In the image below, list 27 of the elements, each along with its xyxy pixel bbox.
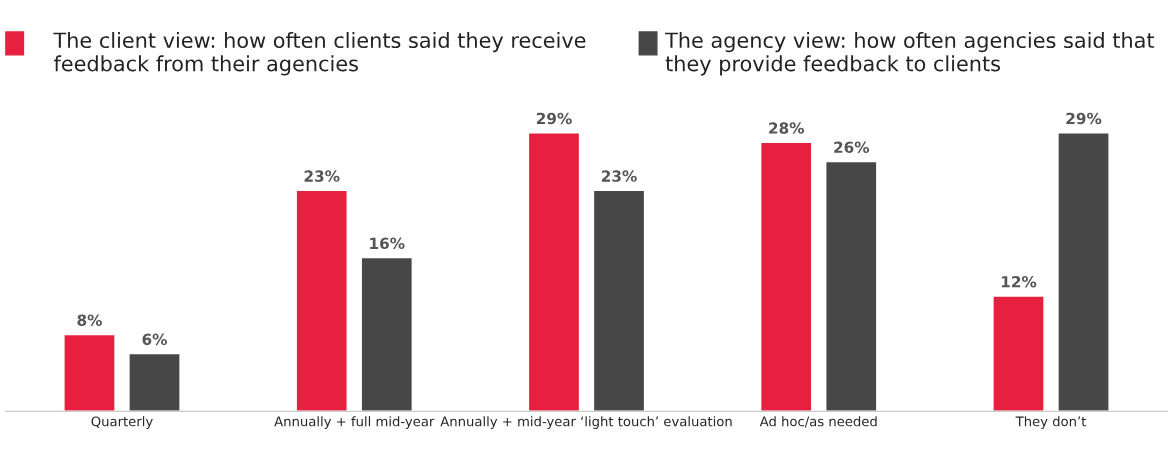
x-tick-label: Annually + mid-year ‘light touch’ evaluation (440, 416, 732, 429)
legend-label: The agency view: how often agencies said that they provide feedback to clients (665, 31, 1155, 76)
data-label: 28% (769, 122, 805, 134)
x-tick-label: Quarterly (91, 416, 153, 429)
data-label: 29% (536, 112, 572, 125)
data-label: 16% (370, 237, 405, 250)
bar (128, 352, 181, 412)
data-label: 23% (304, 170, 340, 182)
data-label: 8% (77, 314, 102, 326)
data-label: 29% (1066, 112, 1102, 125)
data-label: 12% (1001, 275, 1037, 288)
x-tick-label: Ad hoc/as needed (759, 416, 877, 428)
bar (360, 256, 414, 412)
bar (295, 189, 348, 412)
bar (63, 333, 116, 412)
bar (992, 295, 1045, 412)
data-label: 26% (834, 141, 870, 154)
data-label: 23% (601, 170, 637, 182)
bar (592, 189, 646, 412)
x-tick-label: Annually + full mid-year (274, 416, 435, 429)
bar (759, 141, 813, 412)
bar (1057, 132, 1110, 412)
data-label: 6% (142, 333, 167, 346)
bar (825, 160, 878, 412)
x-tick-label: They don’t (1015, 416, 1087, 429)
bar (527, 132, 581, 412)
legend-label: The client view: how often clients said they receive feedback from their agencies (53, 31, 586, 76)
